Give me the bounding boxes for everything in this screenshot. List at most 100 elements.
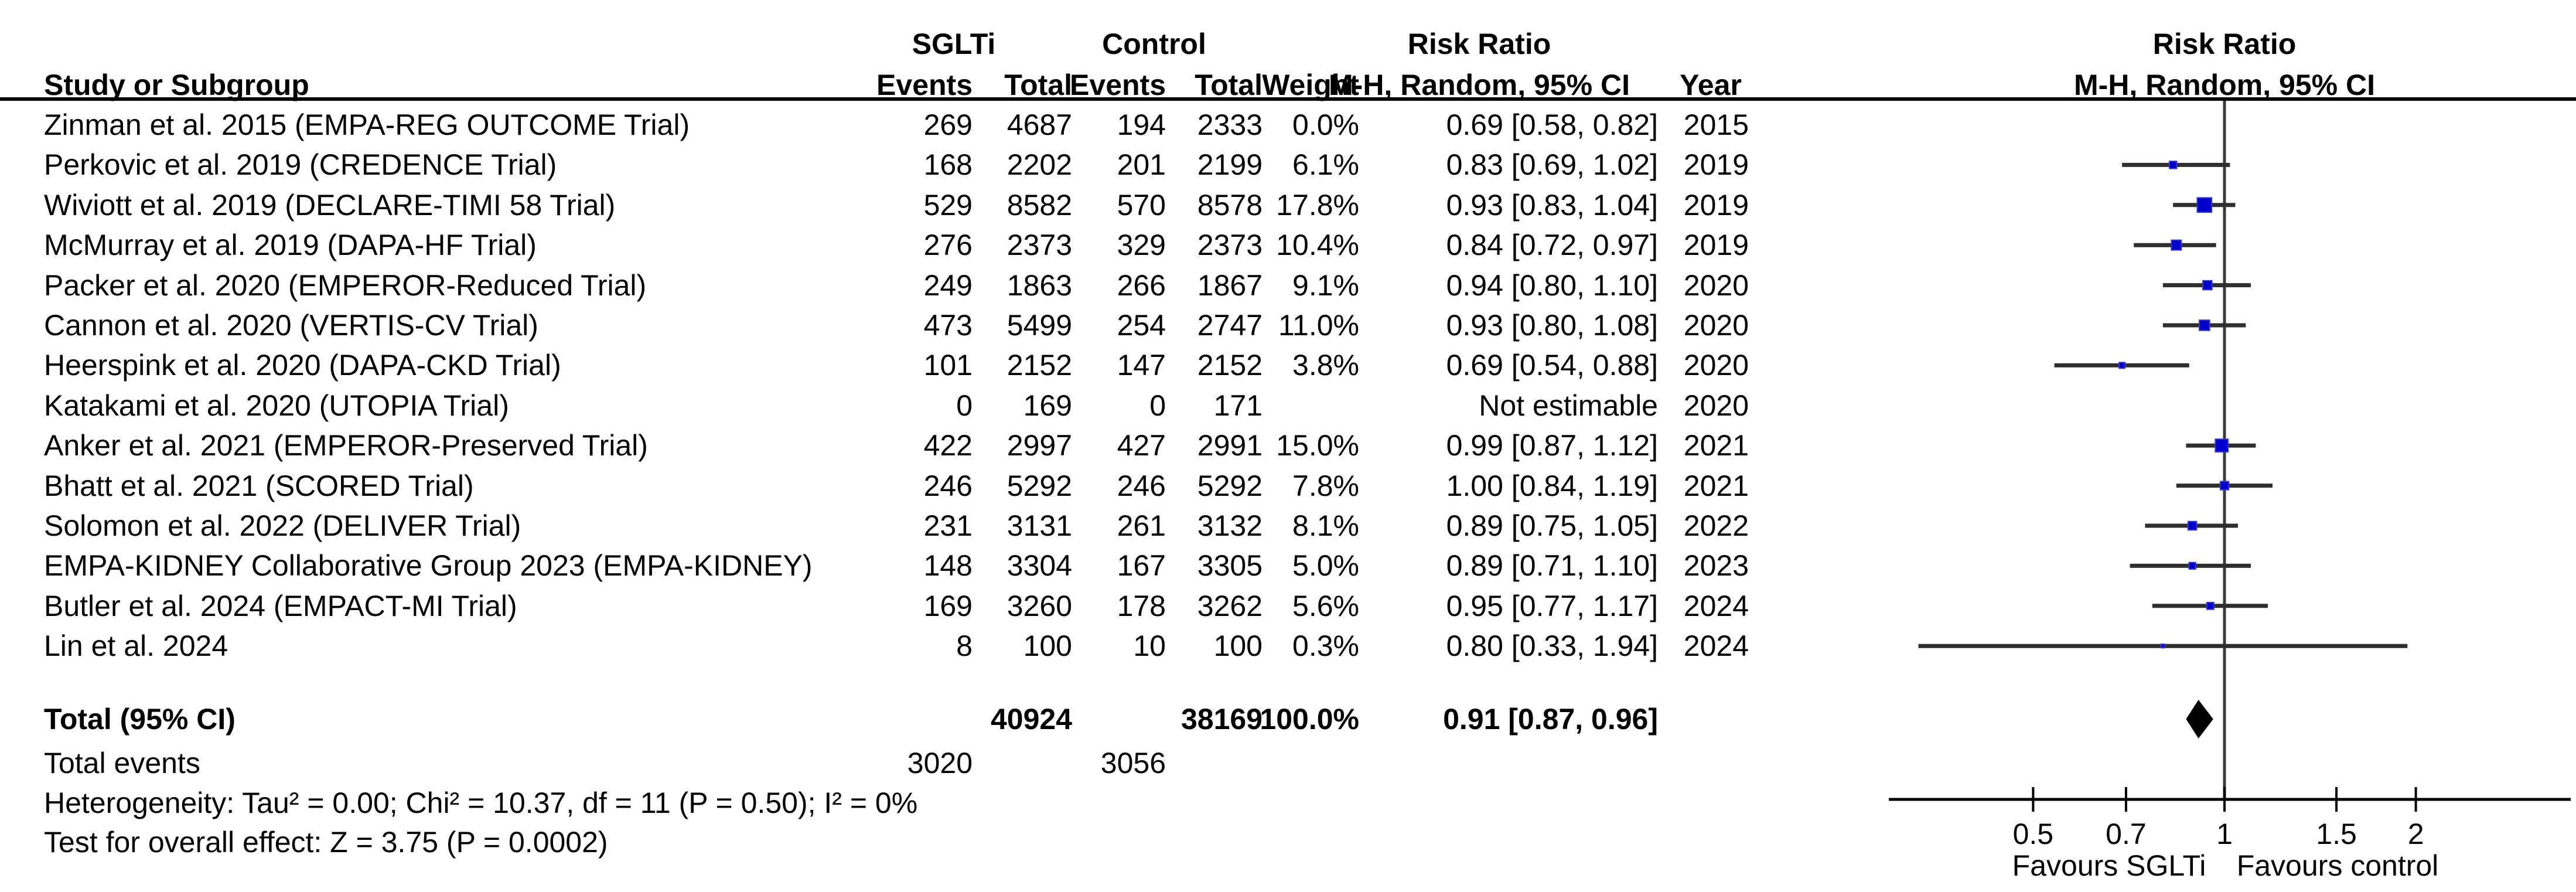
header-rule — [0, 97, 2576, 101]
control-events: 254 — [1117, 309, 1166, 342]
pooled-effect-diamond — [2186, 700, 2213, 738]
study-name: McMurray et al. 2019 (DAPA-HF Trial) — [44, 229, 537, 261]
year-value: 2021 — [1683, 429, 1749, 462]
control-total: 3262 — [1197, 590, 1263, 622]
control-events: 167 — [1117, 549, 1166, 582]
control-total: 8578 — [1197, 189, 1263, 222]
study-name: Butler et al. 2024 (EMPACT-MI Trial) — [44, 590, 517, 622]
plot-effect-header: Risk Ratio — [2152, 28, 2297, 60]
study-name: Katakami et al. 2020 (UTOPIA Trial) — [44, 389, 509, 422]
total-ci: 0.91 [0.87, 0.96] — [1443, 703, 1658, 736]
sglti-events: 529 — [923, 189, 973, 222]
weight-value: 3.8% — [1292, 349, 1359, 382]
favours-left-label: Favours SGLTi — [2012, 849, 2206, 882]
risk-ratio-ci-text: 0.95 [0.77, 1.17] — [1446, 590, 1658, 622]
sglti-total: 2373 — [1006, 229, 1072, 261]
point-estimate-square — [2206, 601, 2215, 610]
control-events: 427 — [1117, 429, 1166, 462]
weight-value: 15.0% — [1276, 429, 1359, 462]
weight-value: 17.8% — [1276, 189, 1359, 222]
point-estimate-square — [2196, 197, 2213, 213]
sglti-total: 2152 — [1006, 349, 1072, 382]
weight-value: 8.1% — [1292, 509, 1359, 542]
events2-col-header: Events — [1070, 69, 1166, 101]
year-value: 2024 — [1683, 629, 1749, 662]
year-value: 2015 — [1683, 108, 1749, 141]
risk-ratio-ci-text: 0.99 [0.87, 1.12] — [1446, 429, 1658, 462]
control-total: 2152 — [1197, 349, 1263, 382]
control-events: 329 — [1117, 229, 1166, 261]
control-total: 171 — [1213, 389, 1263, 422]
control-events: 194 — [1117, 108, 1166, 141]
risk-ratio-ci-text: 0.84 [0.72, 0.97] — [1446, 229, 1658, 261]
overall-effect-text: Test for overall effect: Z = 3.75 (P = 0… — [44, 826, 608, 859]
risk-ratio-ci-text: 0.93 [0.80, 1.08] — [1446, 309, 1658, 342]
point-estimate-square — [2199, 319, 2210, 331]
risk-ratio-ci-text: 1.00 [0.84, 1.19] — [1446, 469, 1658, 502]
weight-value: 0.3% — [1292, 629, 1359, 662]
sglti-total: 5499 — [1006, 309, 1072, 342]
axis-tick-label: 1 — [2216, 818, 2233, 850]
control-total: 3305 — [1197, 549, 1263, 582]
study-name: Perkovic et al. 2019 (CREDENCE Trial) — [44, 148, 557, 181]
point-estimate-square — [2168, 161, 2178, 169]
sglti-total: 3304 — [1006, 549, 1072, 582]
sglti-total: 2997 — [1006, 429, 1072, 462]
weight-value: 5.6% — [1292, 590, 1359, 622]
study-name: Wiviott et al. 2019 (DECLARE-TIMI 58 Tri… — [44, 189, 616, 222]
year-col-header: Year — [1680, 69, 1742, 101]
weight-value: 5.0% — [1292, 549, 1359, 582]
point-estimate-square — [2160, 644, 2166, 649]
control-total: 2747 — [1197, 309, 1263, 342]
plot-method-header: M-H, Random, 95% CI — [2074, 69, 2375, 101]
total-control-total: 38169 — [1180, 703, 1263, 736]
risk-ratio-ci-text: 0.80 [0.33, 1.94] — [1446, 629, 1658, 662]
study-name: Packer et al. 2020 (EMPEROR-Reduced Tria… — [44, 269, 647, 302]
weight-value: 7.8% — [1292, 469, 1359, 502]
year-value: 2019 — [1683, 148, 1749, 181]
point-estimate-square — [2188, 561, 2196, 570]
weight-value: 6.1% — [1292, 148, 1359, 181]
year-value: 2020 — [1683, 349, 1749, 382]
sglti-events: 473 — [923, 309, 973, 342]
sglti-total: 2202 — [1006, 148, 1072, 181]
weight-value: 10.4% — [1276, 229, 1359, 261]
control-total: 2991 — [1197, 429, 1263, 462]
sglti-total: 1863 — [1006, 269, 1072, 302]
heterogeneity-text: Heterogeneity: Tau² = 0.00; Chi² = 10.37… — [44, 787, 918, 819]
study-name: Zinman et al. 2015 (EMPA-REG OUTCOME Tri… — [44, 108, 690, 141]
risk-ratio-ci-text: 0.94 [0.80, 1.10] — [1446, 269, 1658, 302]
sglti-total: 3260 — [1006, 590, 1072, 622]
weight-value: 0.0% — [1292, 108, 1359, 141]
risk-ratio-ci-text: Not estimable — [1479, 389, 1658, 422]
sglti-events: 8 — [956, 629, 973, 662]
control-events: 147 — [1117, 349, 1166, 382]
risk-ratio-ci-text: 0.83 [0.69, 1.02] — [1446, 148, 1658, 181]
study-name: Heerspink et al. 2020 (DAPA-CKD Trial) — [44, 349, 561, 382]
sglti-events: 249 — [923, 269, 973, 302]
control-events: 266 — [1117, 269, 1166, 302]
total-label: Total (95% CI) — [44, 703, 236, 736]
point-estimate-square — [2118, 362, 2126, 369]
control-total: 2373 — [1197, 229, 1263, 261]
method-col-header: M-H, Random, 95% CI — [1329, 69, 1630, 101]
sglti-events: 269 — [923, 108, 973, 141]
control-total: 5292 — [1197, 469, 1263, 502]
weight-value: 9.1% — [1292, 269, 1359, 302]
sglti-events: 231 — [923, 509, 973, 542]
point-estimate-square — [2215, 438, 2229, 453]
sglti-total: 8582 — [1006, 189, 1072, 222]
sglti-events: 422 — [923, 429, 973, 462]
control-events: 570 — [1117, 189, 1166, 222]
weight-value: 11.0% — [1278, 309, 1359, 342]
risk-ratio-ci-text: 0.89 [0.75, 1.05] — [1446, 509, 1658, 542]
sglti-total: 4687 — [1006, 108, 1072, 141]
sglti-events: 0 — [956, 389, 973, 422]
control-total: 1867 — [1197, 269, 1263, 302]
study-name: Solomon et al. 2022 (DELIVER Trial) — [44, 509, 521, 542]
weight-col-header: Weight — [1262, 69, 1359, 101]
sglti-total: 100 — [1023, 629, 1072, 662]
favours-right-label: Favours control — [2237, 849, 2439, 882]
year-value: 2020 — [1683, 389, 1749, 422]
total-events-label: Total events — [44, 747, 200, 779]
